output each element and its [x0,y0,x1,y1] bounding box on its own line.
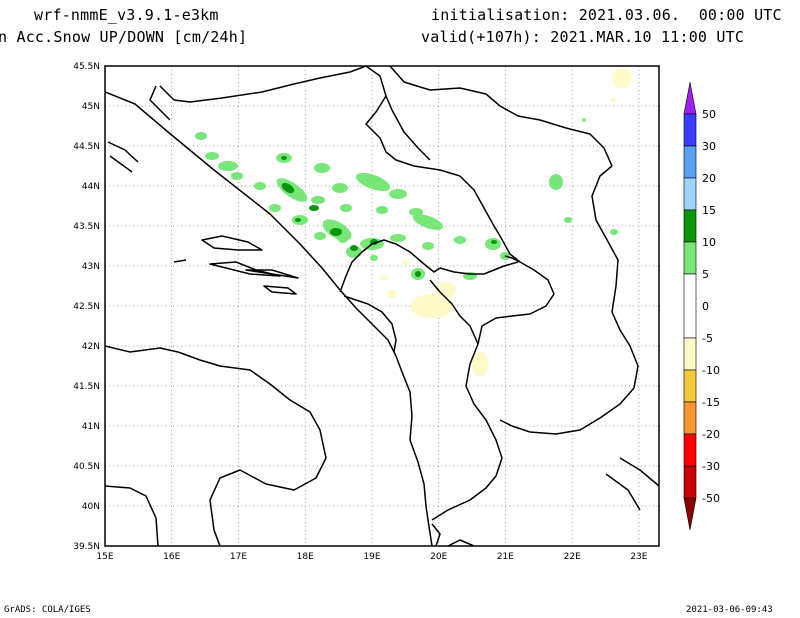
lat-tick: 44.5N [73,142,100,152]
colorbar-label: 30 [702,140,716,153]
snow-loss-areas [266,68,632,376]
lat-tick: 39.5N [73,542,100,552]
footer-timestamp: 2021-03-06-09:43 [686,605,773,615]
colorbar-label: 10 [702,236,716,249]
lat-tick: 41.5N [73,382,100,392]
colorbar-swatch [683,401,697,435]
snow-gain-areas [195,118,618,280]
lon-tick: 23E [630,552,647,562]
colorbar-label: 20 [702,172,716,185]
colorbar-label: -5 [702,332,713,345]
colorbar-top-arrow [683,81,697,115]
map-frame [104,65,660,547]
model-title: wrf-nmmE_v3.9.1-e3km [34,6,219,24]
lat-tick: 42N [82,342,100,352]
lat-tick: 45.5N [73,62,100,72]
colorbar-swatch [683,145,697,179]
lat-tick: 40N [82,502,100,512]
colorbar-label: -15 [702,396,720,409]
colorbar-bottom-arrow [683,497,697,531]
colorbar-label: -10 [702,364,720,377]
valid-time: valid(+107h): 2021.MAR.10 11:00 UTC [421,28,745,46]
lat-tick: 45N [82,102,100,112]
colorbar-swatch [683,369,697,403]
lon-tick: 15E [96,552,113,562]
colorbar-labels: 50 30 20 15 10 5 0 -5 -10 -15 -20 -30 -5… [702,108,720,505]
lat-tick: 40.5N [73,462,100,472]
lat-tick: 42.5N [73,302,100,312]
colorbar-swatch [683,209,697,243]
footer-credit: GrADS: COLA/IGES [4,605,91,615]
colorbar-swatch [683,177,697,211]
colorbar-swatch [683,273,697,339]
colorbar-label: 15 [702,204,716,217]
lat-tick: 41N [82,422,100,432]
init-time: initialisation: 2021.03.06. 00:00 UTC [431,6,782,24]
colorbar-swatch [683,433,697,467]
colorbar [683,81,697,531]
lon-tick: 22E [564,552,581,562]
lon-tick: 19E [363,552,380,562]
colorbar-label: 5 [702,268,709,281]
lat-tick: 44N [82,182,100,192]
lon-tick: 20E [430,552,447,562]
colorbar-label: 50 [702,108,716,121]
snow-gain-strong [281,156,497,277]
lon-tick: 18E [297,552,314,562]
coastlines-borders [105,66,659,546]
lon-tick: 16E [163,552,180,562]
lon-tick: 17E [230,552,247,562]
field-title: n Acc.Snow UP/DOWN [cm/24h] [0,28,248,46]
lat-axis: 45.5N 45N 44.5N 44N 43.5N 43N 42.5N 42N … [73,62,100,552]
colorbar-swatch [683,113,697,147]
colorbar-label: -30 [702,460,720,473]
lat-tick: 43N [82,262,100,272]
colorbar-label: -50 [702,492,720,505]
colorbar-swatch [683,241,697,275]
colorbar-swatch [683,337,697,371]
colorbar-swatch [683,465,697,499]
colorbar-label: -20 [702,428,720,441]
lon-tick: 21E [497,552,514,562]
lon-axis: 15E 16E 17E 18E 19E 20E 21E 22E 23E [96,552,647,562]
graticule [105,66,659,546]
lat-tick: 43.5N [73,222,100,232]
colorbar-label: 0 [702,300,709,313]
